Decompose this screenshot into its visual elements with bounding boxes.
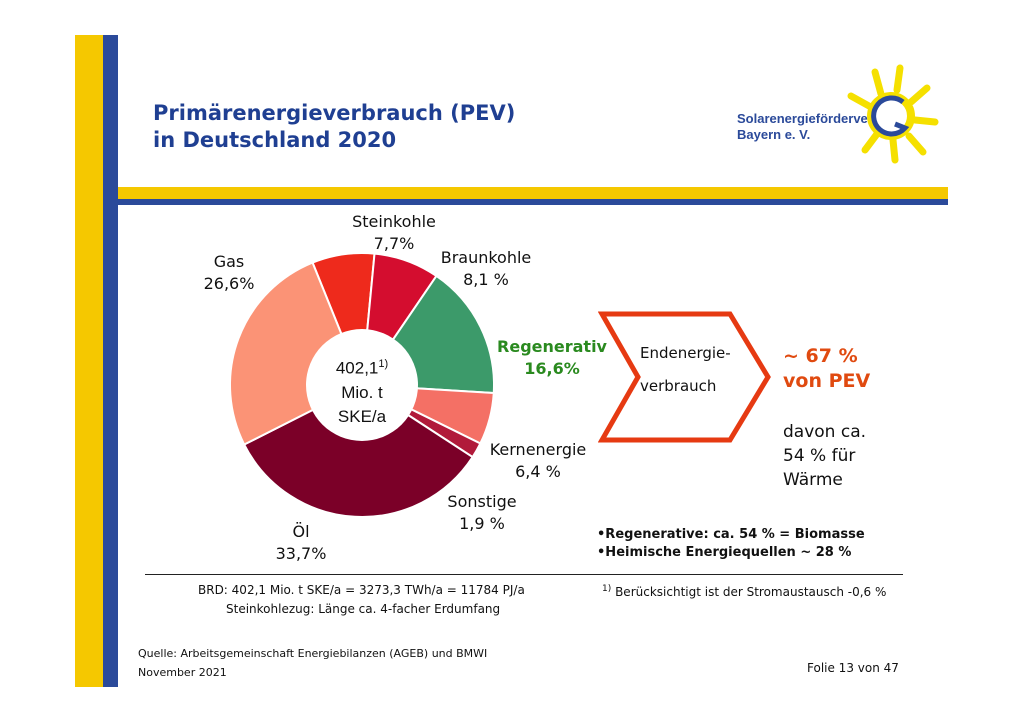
label-sonstige: Sonstige 1,9 %: [440, 491, 524, 535]
slide-title: Primärenergieverbrauch (PEV) in Deutschl…: [153, 100, 515, 154]
header-yellow-rule: [118, 187, 948, 199]
slice--l: [242, 383, 475, 518]
header-blue-rule: [118, 199, 948, 205]
left-blue-bar: [103, 35, 118, 687]
source-text: Quelle: Arbeitsgemeinschaft Energiebilan…: [138, 647, 488, 660]
detail-line-2: 54 % für: [783, 446, 856, 466]
label-sonstige-value: 1,9 %: [459, 514, 505, 533]
footnote-text: Berücksichtigt ist der Stromaustausch -0…: [615, 585, 887, 599]
logo-text: Solarenergieförderverein Bayern e. V.: [737, 111, 892, 143]
label-oel-name: Öl: [292, 522, 310, 541]
date-text: November 2021: [138, 666, 227, 679]
footer-divider: [145, 574, 903, 575]
result-line-1: ~ 67 %: [783, 345, 858, 367]
title-line-2: in Deutschland 2020: [153, 128, 397, 152]
label-oel: Öl 33,7%: [266, 521, 336, 565]
label-braunkohle-value: 8,1 %: [463, 270, 509, 289]
footnote: 1) Berücksichtigt ist der Stromaustausch…: [602, 584, 886, 599]
label-regenerativ-name: Regenerativ: [497, 337, 607, 356]
label-steinkohle-value: 7,7%: [373, 234, 415, 253]
arrow-line-1: Endenergie-: [640, 344, 731, 362]
label-regenerativ-value: 16,6%: [524, 359, 580, 378]
logo-line-1: Solarenergieförderverein: [737, 111, 892, 126]
center-footnote-marker: 1): [378, 358, 389, 370]
center-line-3: SKE/a: [337, 406, 387, 426]
footnote-marker: 1): [602, 584, 612, 594]
title-line-1: Primärenergieverbrauch (PEV): [153, 101, 516, 125]
label-gas: Gas 26,6%: [196, 251, 262, 295]
sun-logo-icon: [847, 64, 939, 164]
detail-line-3: Wärme: [783, 470, 843, 490]
bullet-list: •Regenerative: ca. 54 % = Biomasse •Heim…: [597, 526, 865, 562]
donut-center-label: 402,11) Mio. t SKE/a: [322, 352, 402, 429]
label-kernenergie-value: 6,4 %: [515, 462, 561, 481]
label-sonstige-name: Sonstige: [447, 492, 517, 511]
bullet-item: •Heimische Energiequellen ~ 28 %: [597, 545, 852, 560]
donut-hole: [306, 329, 418, 441]
label-gas-name: Gas: [213, 252, 245, 271]
left-yellow-bar: [75, 35, 103, 687]
center-line-2: Mio. t: [341, 382, 383, 402]
label-regenerativ: Regenerativ 16,6%: [490, 336, 614, 380]
label-braunkohle: Braunkohle 8,1 %: [434, 247, 538, 291]
detail-line-1: davon ca.: [783, 422, 867, 442]
label-steinkohle: Steinkohle 7,7%: [346, 211, 442, 255]
result-line-2: von PEV: [783, 370, 871, 392]
label-steinkohle-name: Steinkohle: [352, 212, 436, 231]
label-gas-value: 26,6%: [203, 274, 255, 293]
logo-line-2: Bayern e. V.: [737, 127, 811, 142]
label-oel-value: 33,7%: [275, 544, 327, 563]
bullet-item: •Regenerative: ca. 54 % = Biomasse: [597, 527, 865, 542]
chevron-arrow-icon: [598, 311, 771, 443]
detail-text: davon ca. 54 % für Wärme: [783, 420, 866, 492]
label-kernenergie: Kernenergie 6,4 %: [482, 439, 594, 483]
slide-number: Folie 13 von 47: [807, 661, 899, 675]
result-text: ~ 67 % von PEV: [783, 344, 870, 394]
steinkohlezug-note: Steinkohlezug: Länge ca. 4-facher Erdumf…: [226, 602, 501, 616]
label-braunkohle-name: Braunkohle: [440, 248, 532, 267]
label-kernenergie-name: Kernenergie: [489, 440, 587, 459]
center-value: 402,1: [335, 358, 379, 378]
arrow-line-2: verbrauch: [640, 377, 717, 395]
brd-summary: BRD: 402,1 Mio. t SKE/a = 3273,3 TWh/a =…: [198, 583, 525, 597]
